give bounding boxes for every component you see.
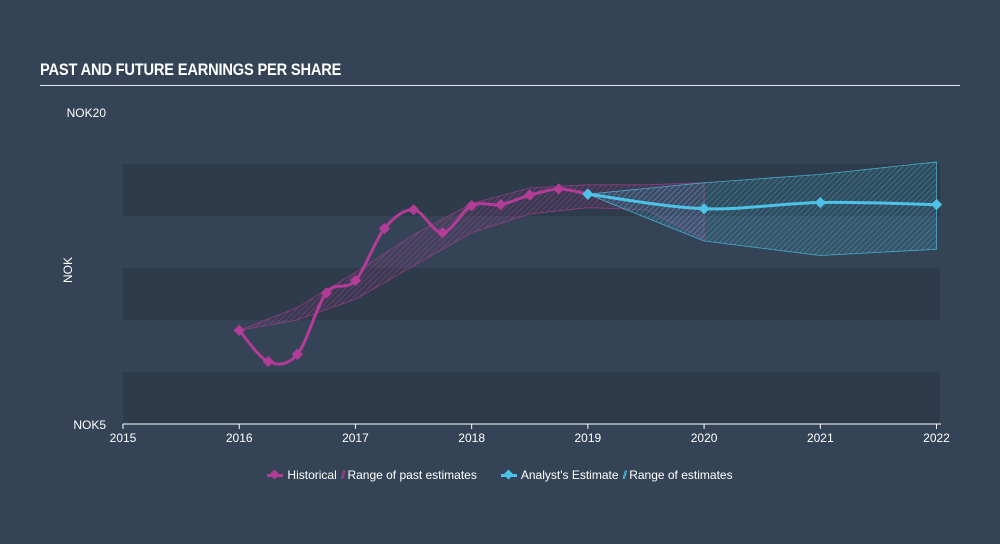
- x-tick-label: 2016: [226, 431, 253, 445]
- legend-past-range[interactable]: // Range of past estimates: [341, 468, 477, 482]
- past-range-hatch-icon: //: [340, 468, 345, 482]
- legend-future-range[interactable]: // Range of estimates: [623, 468, 733, 482]
- historical-swatch-icon: [267, 469, 284, 480]
- historical-point: [495, 198, 507, 211]
- historical-point: [553, 183, 565, 195]
- axes: 2015 2016 2017 2018 2019 2020 2021 2022 NOK20 NOK…: [61, 106, 950, 445]
- historical-point: [291, 348, 303, 360]
- legend-estimate[interactable]: Analyst's Estimate: [500, 468, 619, 482]
- legend-historical[interactable]: Historical: [267, 468, 337, 482]
- legend: Historical // Range of past estimates An…: [0, 468, 1000, 482]
- historical-point: [407, 204, 420, 216]
- historical-point: [436, 226, 449, 239]
- legend-estimate-label: Analyst's Estimate: [520, 468, 619, 482]
- legend-historical-label: Historical: [287, 468, 337, 482]
- historical-point: [524, 189, 536, 201]
- estimate-point: [814, 196, 826, 209]
- x-tick-label: 2019: [575, 431, 602, 445]
- historical-point: [262, 355, 274, 368]
- estimate-point: [930, 198, 943, 211]
- x-tick-label: 2017: [342, 431, 369, 445]
- series-markers: [233, 183, 943, 368]
- grid-band: [123, 268, 940, 320]
- x-tick-label: 2021: [807, 431, 834, 445]
- y-tick-label: NOK5: [73, 418, 106, 432]
- x-tick-label: 2018: [458, 431, 485, 445]
- historical-point: [465, 199, 478, 212]
- estimate-point: [698, 203, 710, 215]
- legend-past-range-label: Range of past estimates: [347, 468, 477, 482]
- estimate-line: [586, 192, 939, 211]
- estimate-swatch-icon: [500, 469, 517, 480]
- legend-future-range-label: Range of estimates: [629, 468, 733, 482]
- x-tick-label: 2020: [691, 431, 718, 445]
- y-axis-label: NOK: [61, 257, 75, 283]
- title-divider: [40, 85, 960, 86]
- x-tick-label: 2022: [923, 431, 950, 445]
- historical-point: [233, 324, 245, 337]
- grid-band: [123, 372, 940, 424]
- future-range-hatch-icon: //: [622, 468, 627, 482]
- estimate-point: [582, 188, 594, 200]
- historical-point: [378, 222, 391, 235]
- historical-point: [349, 274, 362, 287]
- chart-title: PAST AND FUTURE EARNINGS PER SHARE: [40, 60, 342, 79]
- historical-point: [320, 287, 333, 299]
- x-tick-label: 2015: [110, 431, 137, 445]
- y-tick-label: NOK20: [67, 106, 107, 120]
